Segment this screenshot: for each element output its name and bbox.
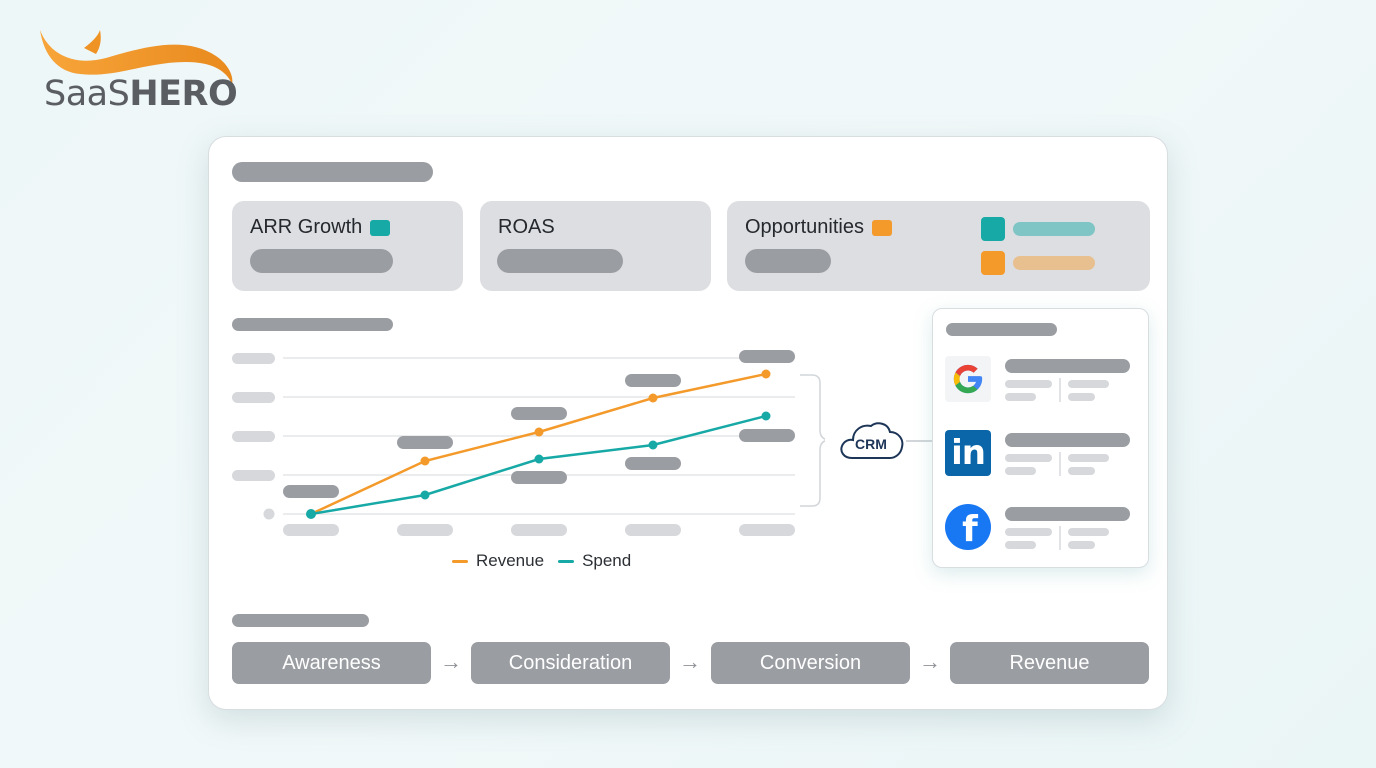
facebook-icon: f xyxy=(945,504,991,550)
teal-indicator-icon xyxy=(370,219,391,236)
crm-connector-line xyxy=(906,440,932,442)
linkedin-icon: in xyxy=(945,430,991,476)
dashboard-title-placeholder xyxy=(232,162,433,182)
orange-indicator-icon xyxy=(871,219,892,236)
integration-name-placeholder xyxy=(1005,359,1130,373)
kpi-value-placeholder xyxy=(745,249,831,273)
revenue-line xyxy=(310,372,767,516)
kpi-card-arr-growth[interactable]: ARR Growth xyxy=(232,201,463,291)
integration-row-facebook[interactable]: f xyxy=(945,504,1140,554)
integration-row-google[interactable] xyxy=(945,356,1140,406)
integrations-title-placeholder xyxy=(946,323,1057,336)
integration-name-placeholder xyxy=(1005,433,1130,447)
kpi-card-opportunities[interactable]: Opportunities xyxy=(727,201,1150,291)
logo-wordmark: SaaSHERO xyxy=(44,74,238,114)
kpi-title: Opportunities xyxy=(745,216,864,238)
google-icon xyxy=(945,356,991,402)
arrow-right-icon: → xyxy=(679,649,701,674)
kpi-value-placeholder xyxy=(497,249,623,273)
legend-label-spend: Spend xyxy=(582,551,632,570)
funnel-step-awareness[interactable]: Awareness xyxy=(232,642,431,684)
swoosh-icon xyxy=(40,30,233,84)
line-chart xyxy=(232,350,825,536)
integration-row-linkedin[interactable]: in xyxy=(945,430,1140,480)
funnel-step-revenue[interactable]: Revenue xyxy=(950,642,1149,684)
data-label-placeholders xyxy=(283,350,795,498)
arrow-right-icon: → xyxy=(919,649,941,674)
spend-legend-swatch-icon xyxy=(558,559,575,563)
orange-legend-bar xyxy=(1013,256,1095,270)
chart-title-placeholder xyxy=(232,318,393,331)
arrow-right-icon: → xyxy=(440,649,462,674)
x-axis-labels xyxy=(283,524,795,536)
crm-node[interactable]: CRM xyxy=(838,418,906,462)
integration-name-placeholder xyxy=(1005,507,1130,521)
funnel-step-conversion[interactable]: Conversion xyxy=(711,642,910,684)
kpi-card-roas[interactable]: ROAS xyxy=(480,201,711,291)
integrations-panel: in f xyxy=(932,308,1149,568)
revenue-legend-swatch-icon xyxy=(452,559,468,563)
cloud-icon xyxy=(840,422,904,459)
saashero-logo: SaaSHERO xyxy=(36,26,246,116)
funnel-title-placeholder xyxy=(232,614,369,627)
y-axis-labels xyxy=(232,353,275,520)
kpi-title: ROAS xyxy=(498,216,555,238)
funnel-step-consideration[interactable]: Consideration xyxy=(471,642,670,684)
teal-legend-bar xyxy=(1013,222,1095,236)
legend-label-revenue: Revenue xyxy=(476,551,545,570)
teal-legend-swatch-icon xyxy=(981,217,1005,241)
bracket-connector xyxy=(800,374,825,507)
orange-legend-swatch-icon xyxy=(981,251,1005,275)
kpi-title: ARR Growth xyxy=(250,216,363,238)
crm-label: CRM xyxy=(855,436,887,452)
kpi-value-placeholder xyxy=(250,249,393,273)
chart-legend: Revenue Spend xyxy=(452,551,631,571)
